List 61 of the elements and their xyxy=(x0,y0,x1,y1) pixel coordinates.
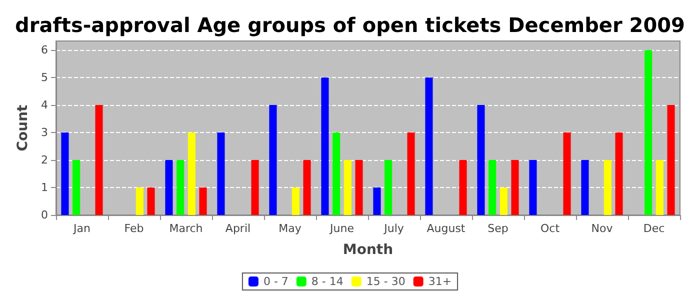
bar xyxy=(615,132,623,215)
bar xyxy=(251,160,259,215)
y-tick-label: 6 xyxy=(41,44,48,57)
bar xyxy=(292,188,300,215)
bar xyxy=(355,160,363,215)
bar xyxy=(667,105,675,215)
y-tick-label: 0 xyxy=(41,208,48,222)
bar xyxy=(136,188,144,215)
x-tick-label: Dec xyxy=(643,222,665,235)
y-tick-label: 2 xyxy=(41,154,48,167)
bar xyxy=(384,160,392,215)
bar xyxy=(459,160,467,215)
bar xyxy=(95,105,103,215)
bar xyxy=(165,160,173,215)
bar xyxy=(269,105,277,215)
x-tick-label: Sep xyxy=(488,222,508,235)
bar xyxy=(477,105,485,215)
x-tick-label: August xyxy=(426,222,466,235)
y-axis-title: Count xyxy=(15,104,32,152)
x-tick-label: Oct xyxy=(540,222,560,235)
x-tick-label: May xyxy=(278,222,302,235)
bar xyxy=(344,160,352,215)
bar xyxy=(332,132,340,215)
x-tick-label: April xyxy=(225,222,251,235)
x-tick-label: Jan xyxy=(72,222,90,235)
bar xyxy=(176,160,184,215)
legend-label: 31+ xyxy=(428,275,452,288)
bar xyxy=(61,132,69,215)
chart-title: drafts-approval Age groups of open tickets December 2009 xyxy=(15,13,685,37)
x-tick-label: Feb xyxy=(124,222,144,235)
bar xyxy=(511,160,519,215)
bar xyxy=(188,132,196,215)
y-tick-label: 4 xyxy=(41,98,48,112)
bar xyxy=(425,78,433,215)
y-tick-label: 5 xyxy=(41,71,48,84)
bar xyxy=(72,160,80,215)
bar xyxy=(581,160,589,215)
bar xyxy=(199,188,207,215)
bar xyxy=(217,132,225,215)
bar xyxy=(529,160,537,215)
bar xyxy=(407,132,415,215)
legend-label: 15 - 30 xyxy=(366,275,406,288)
bar xyxy=(303,160,311,215)
bar xyxy=(147,188,155,215)
y-tick-label: 1 xyxy=(41,181,48,194)
x-tick-label: July xyxy=(383,222,404,235)
x-tick-label: March xyxy=(169,222,203,235)
legend-label: 8 - 14 xyxy=(311,275,344,288)
bar xyxy=(604,160,612,215)
x-tick-label: Nov xyxy=(591,222,614,235)
bar xyxy=(656,160,664,215)
bar xyxy=(321,78,329,215)
legend-label: 0 - 7 xyxy=(263,275,288,288)
bar xyxy=(644,50,652,215)
bar xyxy=(500,188,508,215)
y-tick-label: 3 xyxy=(41,126,48,140)
x-tick-label: June xyxy=(329,222,354,235)
bar xyxy=(488,160,496,215)
bar xyxy=(373,188,381,215)
x-axis-title: Month xyxy=(342,242,394,258)
bar xyxy=(563,132,571,215)
